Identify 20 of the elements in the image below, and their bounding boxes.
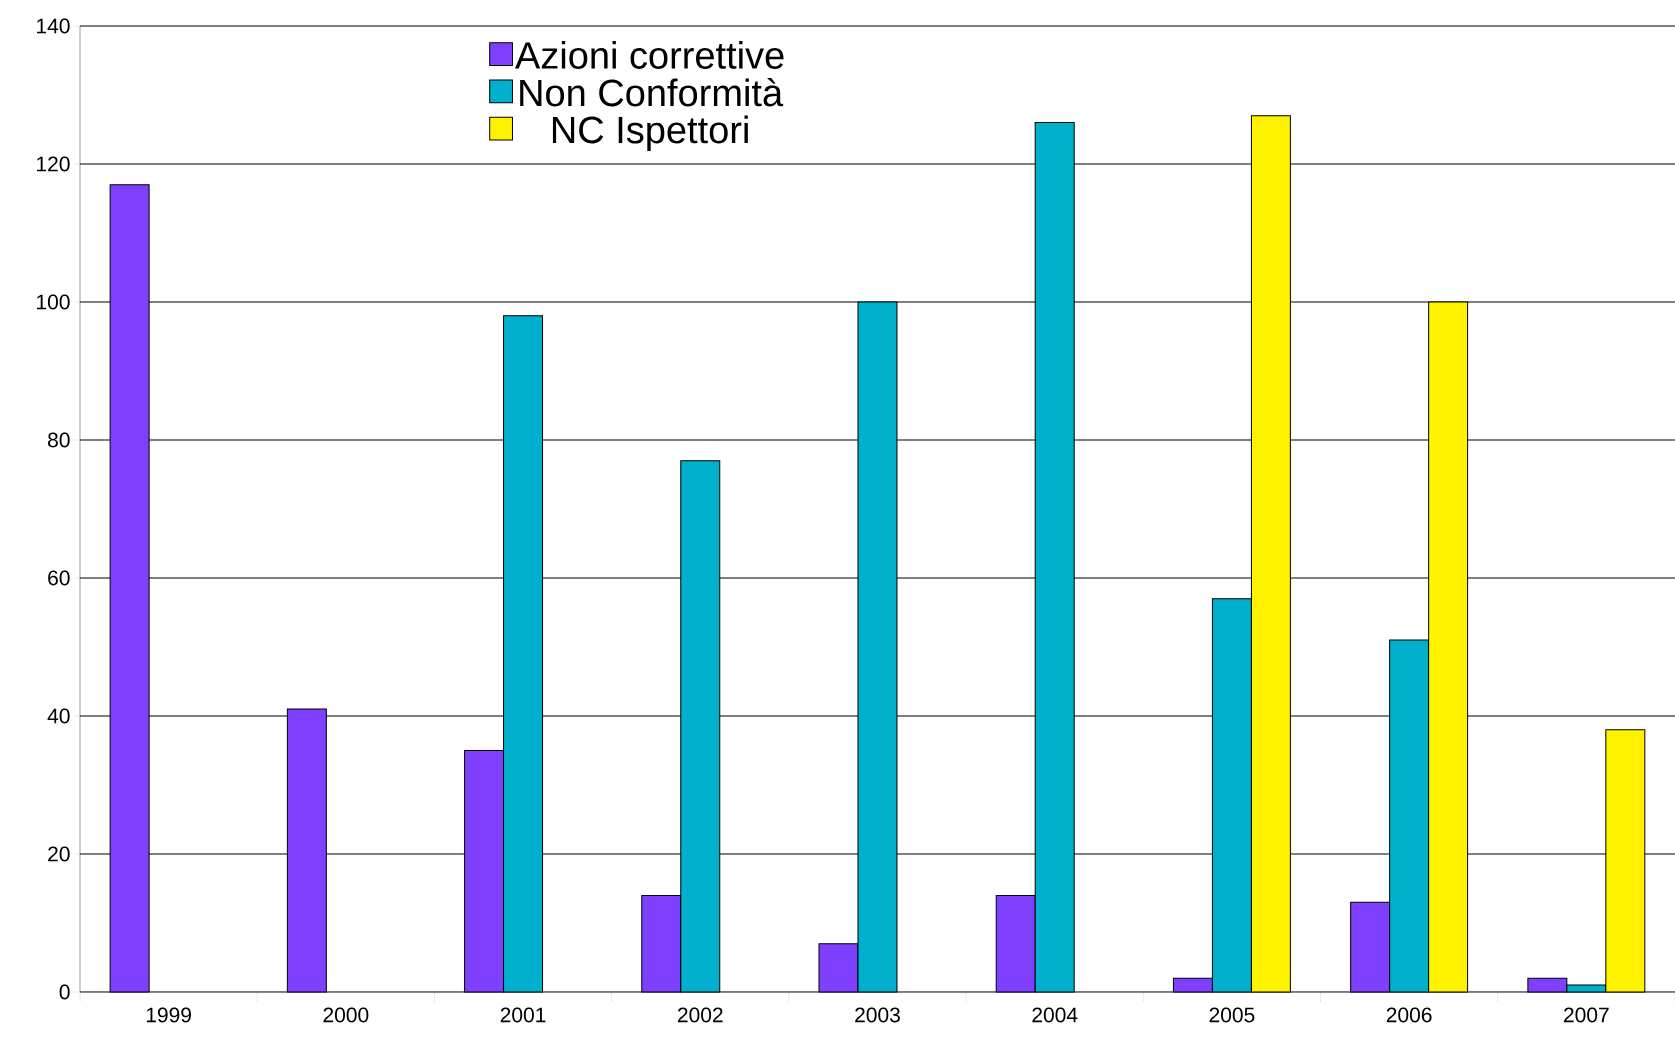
legend-label: Azioni correttive xyxy=(515,41,784,69)
legend-label: Non Conformità xyxy=(520,78,784,107)
y-tick-label: 20 xyxy=(48,846,70,862)
x-tick-label: 1999 xyxy=(146,1007,191,1023)
y-tick-label: 80 xyxy=(48,432,70,448)
x-tick-label: 2007 xyxy=(1564,1007,1609,1023)
y-tick-label: 120 xyxy=(37,156,70,172)
x-tick-label: 2000 xyxy=(323,1007,369,1023)
x-tick-label: 2002 xyxy=(677,1007,723,1023)
legend-label: NC Ispettori xyxy=(552,115,748,151)
x-tick-label: 2004 xyxy=(1032,1007,1078,1023)
y-tick-label: 100 xyxy=(37,294,70,310)
y-tick-label: 0 xyxy=(59,984,70,1000)
y-tick-label: 40 xyxy=(47,708,70,724)
x-tick-label: 2003 xyxy=(855,1007,900,1023)
y-tick-label: 140 xyxy=(37,18,70,34)
x-tick-label: 2005 xyxy=(1209,1007,1255,1023)
y-tick-label: 60 xyxy=(48,570,70,586)
x-tick-label: 2001 xyxy=(500,1007,546,1023)
x-tick-label: 2006 xyxy=(1386,1007,1432,1023)
